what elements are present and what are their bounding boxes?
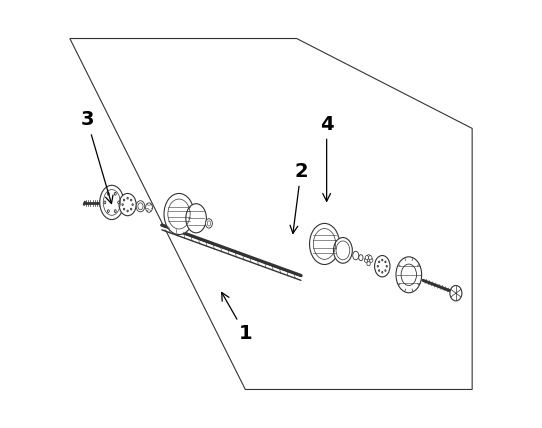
Ellipse shape <box>364 258 367 262</box>
Ellipse shape <box>127 197 128 199</box>
Ellipse shape <box>450 285 462 301</box>
Ellipse shape <box>386 265 388 267</box>
Ellipse shape <box>205 219 212 228</box>
Ellipse shape <box>367 262 370 266</box>
Ellipse shape <box>309 223 339 265</box>
Text: 4: 4 <box>320 115 333 201</box>
Ellipse shape <box>119 193 136 216</box>
Ellipse shape <box>107 192 109 195</box>
Ellipse shape <box>370 258 373 262</box>
Ellipse shape <box>136 201 145 212</box>
Ellipse shape <box>359 255 363 261</box>
Ellipse shape <box>385 261 386 263</box>
Text: 1: 1 <box>222 292 252 343</box>
Ellipse shape <box>186 204 207 233</box>
Ellipse shape <box>382 259 383 261</box>
Ellipse shape <box>353 251 359 260</box>
Ellipse shape <box>164 193 194 235</box>
Ellipse shape <box>396 257 422 293</box>
Ellipse shape <box>365 256 369 260</box>
Ellipse shape <box>107 210 109 213</box>
Ellipse shape <box>124 208 125 210</box>
Ellipse shape <box>100 185 124 220</box>
Ellipse shape <box>377 265 378 267</box>
Ellipse shape <box>378 261 380 263</box>
Ellipse shape <box>124 199 125 201</box>
Ellipse shape <box>333 238 352 263</box>
Ellipse shape <box>104 201 106 204</box>
Text: 3: 3 <box>80 110 113 204</box>
Ellipse shape <box>127 210 128 212</box>
Ellipse shape <box>122 204 124 205</box>
Text: 2: 2 <box>290 162 308 233</box>
Ellipse shape <box>378 270 380 271</box>
Ellipse shape <box>146 203 152 212</box>
Ellipse shape <box>131 199 132 201</box>
Ellipse shape <box>114 192 116 195</box>
Ellipse shape <box>367 255 370 259</box>
Ellipse shape <box>382 271 383 273</box>
Ellipse shape <box>385 270 386 271</box>
Ellipse shape <box>132 204 133 205</box>
Ellipse shape <box>114 210 116 213</box>
Ellipse shape <box>118 201 120 204</box>
Ellipse shape <box>375 256 390 277</box>
Ellipse shape <box>369 256 372 260</box>
Ellipse shape <box>131 208 132 210</box>
